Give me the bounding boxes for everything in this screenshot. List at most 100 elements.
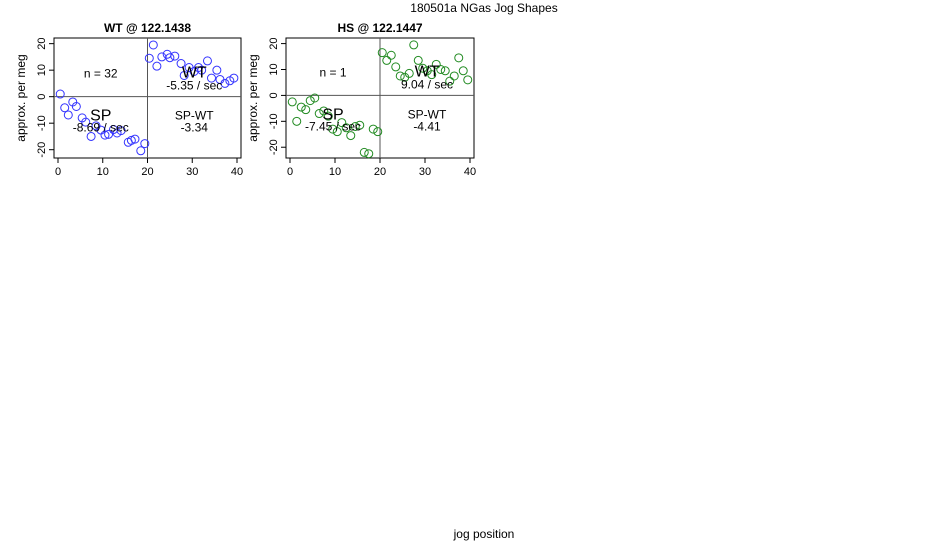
- data-point: [116, 126, 126, 136]
- data-point: [301, 105, 311, 115]
- data-point: [319, 106, 329, 116]
- x-tick-label: 0: [55, 166, 61, 178]
- lower-right-name-label: SP-WT: [175, 109, 214, 123]
- lower-left-quadrant-label: SP: [90, 108, 111, 125]
- panels: WT @ 122.1438 0 10 20 30 40 -20 -10 0 10 20 approx.…: [14, 21, 476, 178]
- upper-right-quadrant-label: WT: [182, 65, 207, 82]
- data-point: [395, 71, 405, 81]
- x-tick-label: 0: [287, 166, 293, 178]
- data-point: [463, 75, 473, 85]
- data-point: [440, 66, 450, 76]
- data-point: [391, 62, 401, 72]
- data-point: [382, 55, 392, 65]
- data-point: [71, 101, 81, 111]
- y-tick-label: 0: [36, 94, 48, 100]
- data-point: [296, 102, 306, 112]
- data-point: [328, 124, 338, 134]
- data-point: [179, 70, 189, 80]
- lower-right-value-label: -4.41: [413, 119, 441, 133]
- data-point: [355, 120, 365, 130]
- upper-right-rate-label: -5.35 / sec: [166, 79, 222, 93]
- data-point: [140, 139, 150, 149]
- x-tick-label: 10: [329, 166, 341, 178]
- y-tick-label: 20: [268, 37, 280, 49]
- data-point: [332, 127, 342, 137]
- data-point: [81, 117, 91, 127]
- data-point: [136, 146, 146, 156]
- lower-left-rate-label: -7.45 / sec: [305, 119, 361, 133]
- y-axis-label: approx. per meg: [14, 54, 28, 141]
- data-point: [220, 78, 230, 88]
- data-point: [287, 97, 297, 107]
- data-point: [346, 131, 356, 141]
- data-point: [104, 129, 114, 139]
- upper-right-quadrant-label: WT: [415, 63, 440, 80]
- sample-count-label: n = 1: [319, 65, 346, 79]
- data-point: [458, 66, 468, 76]
- panel-title: HS @ 122.1447: [337, 21, 422, 35]
- sample-count-label: n = 32: [84, 67, 118, 81]
- data-point: [55, 89, 65, 99]
- data-point: [404, 68, 414, 78]
- data-point: [206, 73, 216, 83]
- data-point: [86, 131, 96, 141]
- lower-right-value-label: -3.34: [181, 121, 209, 135]
- data-point: [229, 73, 239, 83]
- y-tick-label: 0: [268, 92, 280, 98]
- data-point: [194, 63, 204, 73]
- data-point: [427, 70, 437, 80]
- lower-left-quadrant-label: SP: [322, 106, 343, 123]
- upper-right-rate-label: 9.04 / sec: [401, 77, 453, 91]
- data-point: [413, 55, 423, 65]
- data-point: [314, 109, 324, 119]
- data-point: [323, 111, 333, 121]
- x-tick-label: 20: [374, 166, 386, 178]
- data-point: [148, 40, 158, 50]
- data-point: [197, 65, 207, 75]
- data-point: [292, 116, 302, 126]
- panel-2: HS @ 122.1447 0 10 20 30 40 -20 -10 0 10 20 approx.…: [246, 21, 476, 178]
- x-tick-label: 30: [186, 166, 198, 178]
- data-point: [449, 71, 459, 81]
- data-point: [305, 96, 315, 106]
- lower-left-rate-label: -8.69 / sec: [73, 121, 129, 135]
- data-point: [386, 50, 396, 60]
- data-point: [350, 122, 360, 131]
- y-tick-label: -10: [268, 113, 280, 129]
- data-point: [364, 149, 374, 159]
- data-point: [373, 127, 383, 137]
- y-tick-label: 20: [36, 38, 48, 50]
- x-tick-label: 40: [464, 166, 476, 178]
- data-point: [165, 53, 175, 63]
- data-point: [60, 103, 70, 113]
- panel-1: WT @ 122.1438 0 10 20 30 40 -20 -10 0 10 20 approx.…: [14, 21, 243, 178]
- y-tick-label: -10: [36, 115, 48, 131]
- x-tick-label: 30: [419, 166, 431, 178]
- y-tick-label: -20: [36, 142, 48, 158]
- data-point: [445, 76, 455, 86]
- x-tick-label: 40: [231, 166, 243, 178]
- data-point: [202, 56, 212, 66]
- data-point: [418, 63, 428, 73]
- data-point: [63, 110, 73, 120]
- data-point: [130, 134, 140, 144]
- y-tick-label: 10: [36, 64, 48, 76]
- data-point: [431, 59, 441, 69]
- data-point: [176, 59, 186, 69]
- data-point: [337, 118, 347, 128]
- data-point: [341, 123, 351, 133]
- x-tick-label: 20: [141, 166, 153, 178]
- data-point: [409, 40, 419, 50]
- data-point: [212, 65, 222, 75]
- figure-suptitle: 180501a NGas Jog Shapes: [410, 1, 557, 15]
- global-xlabel: jog position: [453, 527, 515, 541]
- y-tick-label: -20: [268, 139, 280, 155]
- data-point: [170, 51, 180, 61]
- y-tick-label: 10: [268, 63, 280, 75]
- data-point: [454, 53, 464, 63]
- data-point: [152, 61, 162, 71]
- data-point: [144, 53, 154, 63]
- x-tick-label: 10: [97, 166, 109, 178]
- y-axis-label: approx. per meg: [246, 54, 260, 141]
